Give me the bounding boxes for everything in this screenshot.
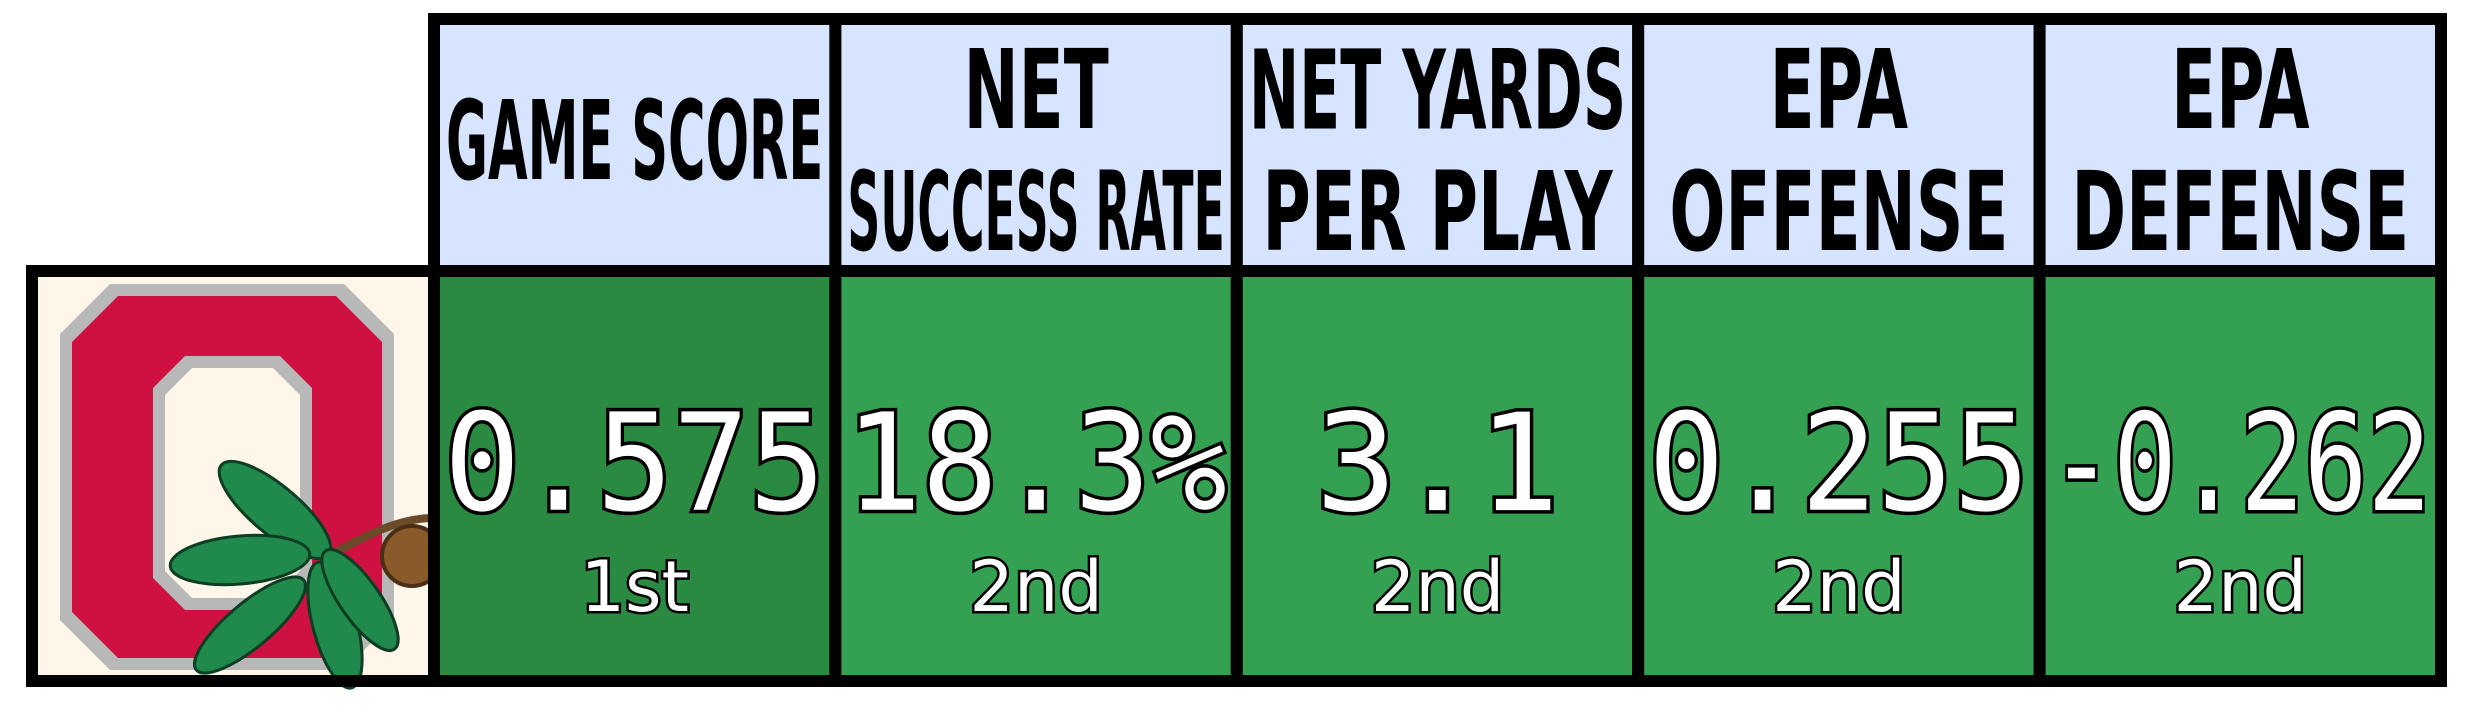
value-group: 0.575 [441,381,829,546]
value-group: 3.1 [1312,382,1563,546]
header-label: SUCCESS RATE [847,148,1224,276]
logo-leaves [168,459,400,690]
header-label: EPA [2171,28,2309,155]
header-line-group: PER PLAY [1262,150,1613,277]
header-line-group: NET [963,28,1108,155]
stat-value: 0.255 [1648,384,2029,542]
stat-value: 18.3% [845,384,1226,542]
stat-rank: 2nd [2174,546,2307,628]
header-label: DEFENSE [2071,150,2409,277]
value-cell [835,271,1237,681]
stat-rank: 2nd [969,546,1102,628]
value-cell [434,271,836,681]
value-cell [1638,271,2040,681]
header-label: NET YARDS [1249,27,1626,155]
header-cell [1638,19,2040,271]
stat-rank: 2nd [1371,546,1504,628]
value-cell [2039,271,2441,681]
stat-value: 3.1 [1316,385,1560,542]
stat-rank: 2nd [1772,546,1905,628]
logo-border [26,265,440,687]
header-cell [835,19,1237,271]
cell-border [2033,265,2447,687]
header-label: NET [963,28,1108,155]
value-group: 0.255 [1645,381,2033,546]
header-cell [1236,19,1639,271]
header-line-group: EPA [1770,28,1908,155]
header-cell [2039,19,2441,271]
value-group: 18.3% [842,381,1230,546]
header-line-group: EPA [2171,28,2309,155]
header-cell [434,19,836,271]
header-line-group: DEFENSE [2071,150,2409,277]
value-cell [1236,271,1639,681]
header-line-group: GAME SCORE [446,78,823,206]
value-group: -0.262 [2047,382,2435,545]
stat-value: -0.262 [2050,385,2431,542]
header-label: EPA [1770,28,1908,155]
stat-value: 0.575 [444,384,825,542]
stat-rank: 1st [580,546,688,628]
header-label: GAME SCORE [446,78,823,206]
header-label: PER PLAY [1262,150,1613,277]
header-line-group: NET YARDS [1249,27,1626,155]
team-logo [32,271,444,690]
header-line-group: SUCCESS RATE [847,148,1224,276]
header-line-group: OFFENSE [1669,150,2008,277]
header-label: OFFENSE [1669,150,2008,277]
